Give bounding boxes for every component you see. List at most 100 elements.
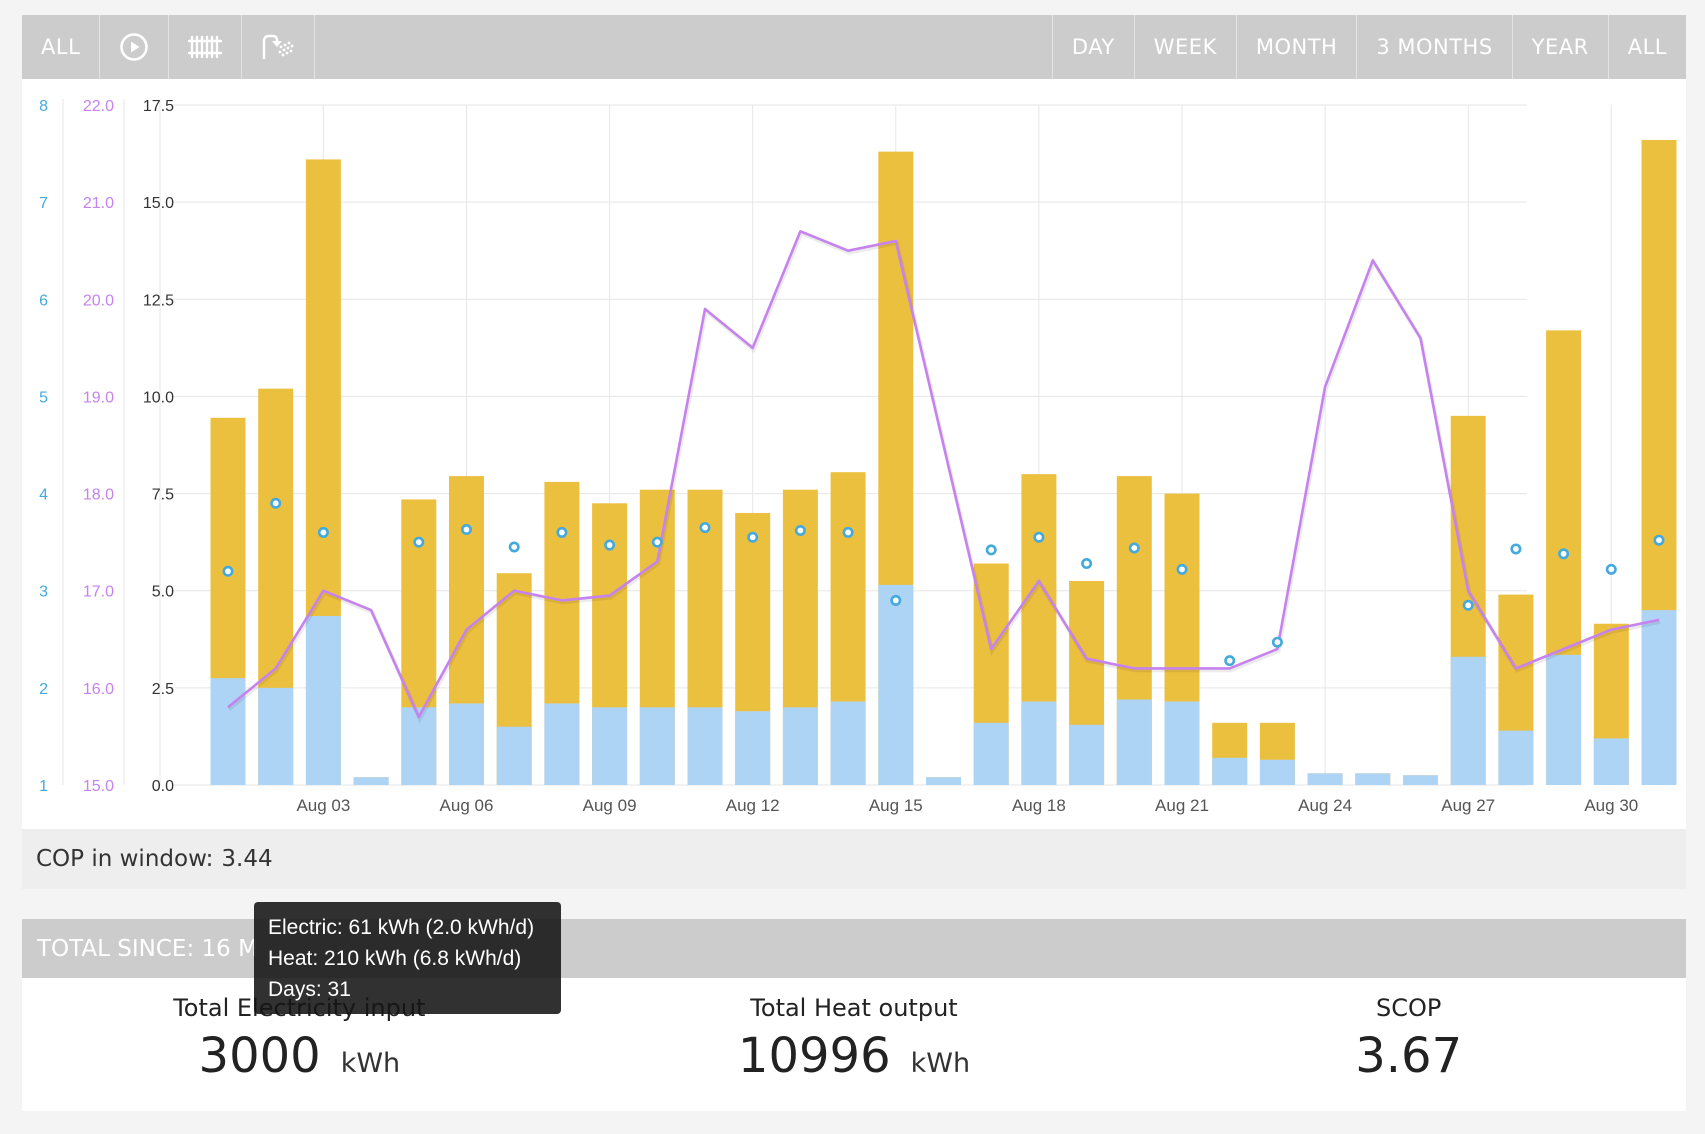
range-all-button[interactable]: ALL xyxy=(1607,15,1686,79)
cop-point xyxy=(1462,599,1474,611)
axis-tick-label-cop: 2 xyxy=(39,681,48,698)
cop-point xyxy=(508,541,520,553)
play-button[interactable] xyxy=(100,15,170,79)
chart-panel[interactable]: 1 2 3 4 5 6 7 8 15.0 16.0 17.0 18.0 19.0 20.0 21.0 22.0… xyxy=(22,79,1686,829)
axis-tick-label-temp: 16.0 xyxy=(83,681,114,698)
axis-tick-label-temp: 19.0 xyxy=(83,389,114,406)
x-tick-label: Aug 15 xyxy=(869,796,923,815)
axis-tick-label-kwh: 7.5 xyxy=(152,487,174,504)
stat-electricity-value: 3000 xyxy=(198,1028,321,1084)
axis-tick-label-cop: 5 xyxy=(39,389,48,406)
axis-tick-label-cop: 8 xyxy=(39,98,48,115)
stat-heat-label: Total Heat output xyxy=(750,994,958,1022)
cop-point xyxy=(1653,534,1665,546)
axis-tick-label-kwh: 15.0 xyxy=(143,195,174,212)
electric-bar xyxy=(592,707,628,785)
cop-point xyxy=(222,565,234,577)
x-tick-label: Aug 18 xyxy=(1012,796,1066,815)
cop-point xyxy=(890,594,902,606)
play-circle-icon xyxy=(120,33,149,61)
electric-bar xyxy=(1164,701,1200,785)
shower-button[interactable] xyxy=(242,15,316,79)
cop-point xyxy=(699,522,711,534)
stat-heat-unit: kWh xyxy=(910,1048,971,1079)
electric-bar xyxy=(782,707,818,785)
range-day-button[interactable]: DAY xyxy=(1051,15,1134,79)
cop-window-value: 3.44 xyxy=(221,846,273,872)
axis-tick-label-kwh: 10.0 xyxy=(143,389,174,406)
axis-tick-label-temp: 18.0 xyxy=(83,487,114,504)
electric-bar xyxy=(1307,773,1343,785)
radiator-button[interactable] xyxy=(169,15,243,79)
axis-tick-label-cop: 3 xyxy=(39,584,48,601)
electric-bar xyxy=(353,777,389,785)
axis-tick-label-kwh: 2.5 xyxy=(152,681,174,698)
electric-bar xyxy=(305,615,341,785)
electric-bar xyxy=(1355,773,1391,785)
electric-bar xyxy=(1116,699,1152,785)
stat-heat-value: 10996 xyxy=(737,1028,891,1084)
stat-scop: SCOP 3.67 xyxy=(1131,978,1686,1111)
electric-bar xyxy=(496,726,532,785)
range-year-button[interactable]: YEAR xyxy=(1511,15,1608,79)
electric-bar xyxy=(1403,775,1438,785)
cop-point xyxy=(747,531,759,543)
electric-bar xyxy=(258,687,294,785)
tooltip-heat: Heat: 210 kWh (6.8 kWh/d) xyxy=(268,947,522,970)
cop-point xyxy=(1033,531,1045,543)
stat-electricity: Total Electricity input 3000 kWh xyxy=(22,978,577,1111)
cop-point xyxy=(842,526,854,538)
cop-point xyxy=(413,536,425,548)
electric-bar xyxy=(401,707,437,785)
toolbar: ALL xyxy=(22,15,1686,79)
cop-point xyxy=(317,526,329,538)
electric-bar xyxy=(1641,610,1677,785)
x-tick-label: Aug 24 xyxy=(1298,796,1352,815)
toolbar-left: ALL xyxy=(22,15,316,79)
electric-bar xyxy=(735,711,771,785)
electric-bar xyxy=(544,703,580,785)
x-tick-label: Aug 06 xyxy=(440,796,494,815)
cop-point xyxy=(1224,655,1236,667)
electric-bar xyxy=(1498,730,1534,785)
axis-tick-label-kwh: 12.5 xyxy=(143,292,174,309)
cop-window-bar: COP in window: 3.44 xyxy=(22,829,1686,889)
cop-point xyxy=(651,536,663,548)
electric-bar xyxy=(830,701,866,785)
cop-point xyxy=(604,539,616,551)
cop-window-label: COP in window: xyxy=(36,846,214,872)
axis-tick-label-temp: 17.0 xyxy=(83,584,114,601)
x-tick-label: Aug 21 xyxy=(1155,796,1209,815)
x-tick-label: Aug 09 xyxy=(583,796,637,815)
shower-icon xyxy=(263,34,294,59)
stat-scop-value: 3.67 xyxy=(1355,1028,1463,1084)
axis-tick-label-temp: 21.0 xyxy=(83,195,114,212)
electric-bar xyxy=(878,584,914,785)
electric-bar xyxy=(1450,656,1486,785)
tooltip-electric: Electric: 61 kWh (2.0 kWh/d) xyxy=(268,916,535,939)
radiator-icon xyxy=(188,35,223,59)
electric-bar xyxy=(1212,757,1248,785)
axis-tick-label-kwh: 17.5 xyxy=(143,98,174,115)
axis-tick-label-cop: 4 xyxy=(39,487,48,504)
range-3-months-button[interactable]: 3 MONTHS xyxy=(1356,15,1511,79)
cop-point xyxy=(985,544,997,556)
cop-point xyxy=(1128,542,1140,554)
cop-point xyxy=(794,524,806,536)
x-tick-label: Aug 27 xyxy=(1441,796,1495,815)
axis-tick-label-kwh: 5.0 xyxy=(152,584,174,601)
x-tick-label: Aug 12 xyxy=(726,796,780,815)
cop-point xyxy=(1605,563,1617,575)
axis-tick-label-temp: 20.0 xyxy=(83,292,114,309)
electric-bar xyxy=(687,707,723,785)
all-button[interactable]: ALL xyxy=(22,15,101,79)
electric-bar xyxy=(973,722,1009,785)
cop-point xyxy=(270,497,282,509)
axis-tick-label-temp: 15.0 xyxy=(83,778,114,795)
range-month-button[interactable]: MONTH xyxy=(1235,15,1356,79)
axis-tick-label-cop: 1 xyxy=(39,778,48,795)
daily-energy-chart[interactable]: 1 2 3 4 5 6 7 8 15.0 16.0 17.0 18.0 19.0 20.0 21.0 22.0… xyxy=(22,79,1686,829)
x-tick-label: Aug 03 xyxy=(296,796,350,815)
range-week-button[interactable]: WEEK xyxy=(1133,15,1236,79)
electric-bar xyxy=(1593,738,1629,785)
